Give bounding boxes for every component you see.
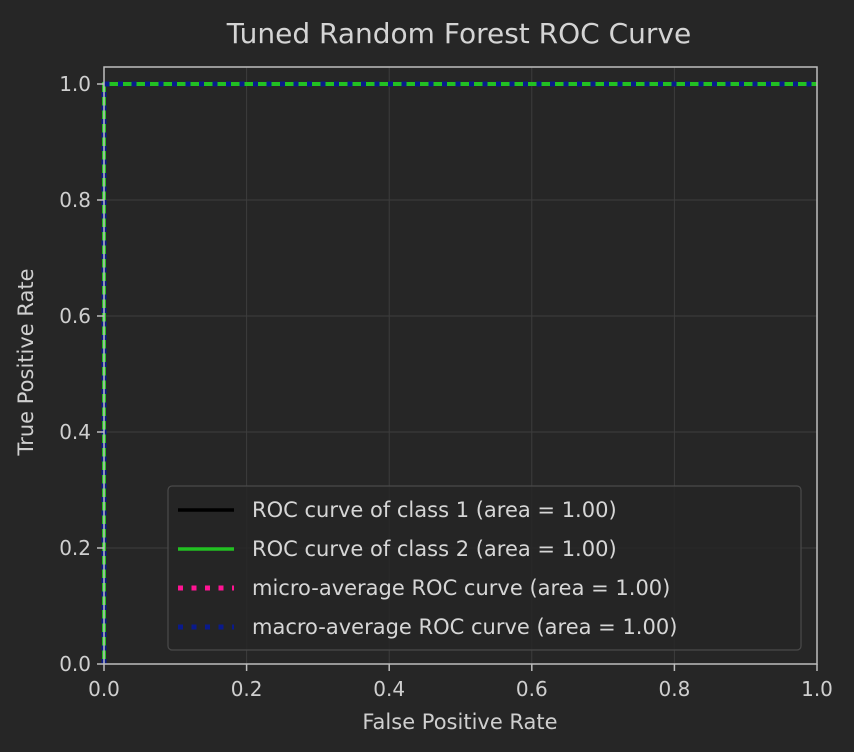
legend-label-2: ROC curve of class 2 (area = 1.00)	[252, 537, 617, 561]
x-tick-label: 0.2	[231, 677, 263, 701]
y-tick-label: 1.0	[59, 72, 91, 96]
x-tick-label: 1.0	[801, 677, 833, 701]
y-tick-label: 0.0	[59, 652, 91, 676]
legend-label-4: macro-average ROC curve (area = 1.00)	[252, 615, 677, 639]
y-axis-label: True Positive Rate	[14, 268, 38, 456]
legend-box	[167, 485, 802, 651]
x-tick-label: 0.6	[516, 677, 548, 701]
y-tick-label: 0.6	[59, 304, 91, 328]
legend: ROC curve of class 1 (area = 1.00) ROC cu…	[167, 485, 802, 651]
x-tick-label: 0.4	[373, 677, 405, 701]
x-tick-label: 0.0	[88, 677, 120, 701]
y-tick-label: 0.2	[59, 536, 91, 560]
legend-label-3: micro-average ROC curve (area = 1.00)	[252, 576, 670, 600]
y-tick-label: 0.4	[59, 420, 91, 444]
legend-label-1: ROC curve of class 1 (area = 1.00)	[252, 498, 617, 522]
plot-frame	[103, 66, 818, 665]
x-axis-label: False Positive Rate	[362, 710, 557, 734]
axis-ticks: 0.0 0.2 0.4 0.6 0.8 1.0 0.0 0.2 0.4 0.6 0.8 1.0	[59, 72, 833, 701]
chart-title: Tuned Random Forest ROC Curve	[226, 17, 691, 50]
x-tick-label: 0.8	[658, 677, 690, 701]
y-tick-label: 0.8	[59, 188, 91, 212]
